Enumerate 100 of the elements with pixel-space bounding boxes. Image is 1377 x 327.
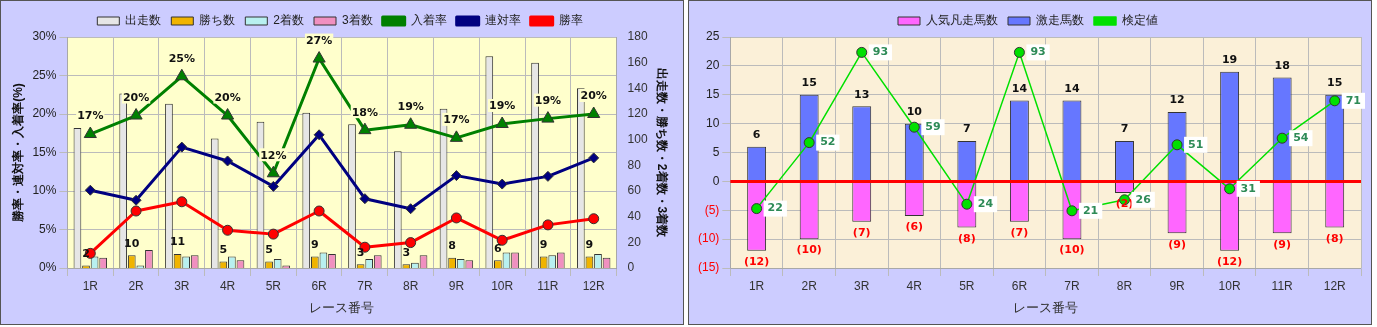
y-tick-label: 0% <box>39 260 57 275</box>
data-label: 14 <box>1011 81 1028 95</box>
point <box>1013 46 1025 58</box>
point <box>222 155 234 167</box>
legend-label: 勝率 <box>558 13 583 28</box>
data-label: (7) <box>1010 226 1029 240</box>
data-label: (9) <box>1273 237 1292 251</box>
data-label: 18% <box>351 105 379 119</box>
point <box>267 180 279 192</box>
legend-label: 連対率 <box>484 13 521 28</box>
x-tick-label: 10R <box>491 278 514 293</box>
x-tick-label: 9R <box>1169 278 1186 293</box>
data-label: 12 <box>1169 93 1185 107</box>
point <box>267 228 279 240</box>
data-label: 17% <box>77 109 104 123</box>
point <box>359 193 371 205</box>
data-label: 6 <box>752 128 761 142</box>
legend-label: 人気凡走馬数 <box>926 13 998 28</box>
data-label: (12) <box>1216 255 1243 269</box>
point <box>1329 95 1341 107</box>
data-label: 10 <box>906 104 923 118</box>
data-label: 25% <box>168 51 195 65</box>
x-tick-label: 12R <box>582 278 606 293</box>
data-label: (10) <box>796 243 822 257</box>
y-tick-label: (15) <box>698 260 720 275</box>
point <box>313 129 325 141</box>
y-tick-label: (5) <box>704 202 720 217</box>
y-tick-label: 15 <box>705 87 720 102</box>
x-tick-label: 10R <box>1218 278 1241 293</box>
data-label: 18 <box>1274 58 1290 72</box>
point <box>176 141 188 153</box>
data-label: 15 <box>801 76 817 90</box>
legend-label: 激走馬数 <box>1036 13 1084 28</box>
point <box>358 122 372 135</box>
point <box>1171 139 1183 151</box>
y-tick-label: 25% <box>32 67 57 82</box>
point <box>450 212 462 224</box>
data-label: 13 <box>854 87 870 101</box>
y2-tick-label: 160 <box>627 54 648 69</box>
y2-tick-label: 60 <box>627 183 642 198</box>
data-label: 12% <box>260 148 287 162</box>
data-label: (10) <box>1059 243 1085 257</box>
data-label: 7 <box>1120 122 1129 136</box>
y-tick-label: 5% <box>39 221 57 236</box>
x-tick-label: 6R <box>311 278 328 293</box>
legend-label: 出走数 <box>125 13 162 28</box>
x-tick-label: 6R <box>1011 278 1028 293</box>
data-label: 3 <box>356 245 365 259</box>
y-axis-title: 勝率・連対率・入着率(%) <box>10 83 25 223</box>
point <box>266 165 280 178</box>
point <box>405 203 417 215</box>
data-label: 2 <box>82 246 90 260</box>
point <box>496 234 508 246</box>
data-label: 9 <box>311 237 319 251</box>
data-label: 93 <box>1030 45 1046 59</box>
data-label: 59 <box>925 120 941 134</box>
x-tick-label: 8R <box>402 278 419 293</box>
y2-tick-label: 140 <box>627 80 648 95</box>
point <box>176 196 188 208</box>
legend-label: 入着率 <box>410 13 447 28</box>
data-label: 19% <box>534 93 562 107</box>
point <box>312 51 326 63</box>
y-tick-label: 20% <box>32 106 57 121</box>
y-tick-label: 10 <box>705 115 720 130</box>
y2-tick-label: 0 <box>627 260 635 275</box>
data-label: 19 <box>1221 53 1238 67</box>
data-label: 21 <box>1082 203 1099 217</box>
point <box>222 224 234 236</box>
point <box>129 108 143 120</box>
x-tick-label: 3R <box>854 278 870 293</box>
y2-tick-label: 100 <box>627 131 648 146</box>
point <box>1066 205 1078 217</box>
data-label: 19% <box>489 99 516 113</box>
data-label: 51 <box>1188 137 1204 151</box>
point <box>221 108 235 120</box>
data-label: 19% <box>397 100 424 114</box>
data-label: (8) <box>957 231 976 245</box>
data-label: 8 <box>448 239 456 253</box>
data-label: 52 <box>820 135 836 149</box>
data-label: (8) <box>1325 231 1344 245</box>
data-label: 17% <box>443 113 470 127</box>
data-label: 5 <box>265 242 273 256</box>
data-label: 93 <box>872 45 889 59</box>
legend-label: 勝ち数 <box>199 13 236 28</box>
data-label: 6 <box>494 241 503 255</box>
x-tick-label: 4R <box>906 278 923 293</box>
x-tick-label: 5R <box>265 278 282 293</box>
point <box>1276 132 1288 144</box>
point <box>588 213 600 225</box>
point <box>450 170 462 182</box>
point <box>449 130 463 142</box>
point <box>84 184 96 196</box>
data-label: 20% <box>580 89 607 103</box>
y-tick-label: 5 <box>712 144 720 159</box>
data-label: (12) <box>743 255 770 269</box>
point <box>541 111 555 123</box>
x-tick-label: 7R <box>1064 278 1080 293</box>
point <box>313 205 325 217</box>
data-label: 54 <box>1293 131 1309 145</box>
x-tick-label: 3R <box>174 278 190 293</box>
